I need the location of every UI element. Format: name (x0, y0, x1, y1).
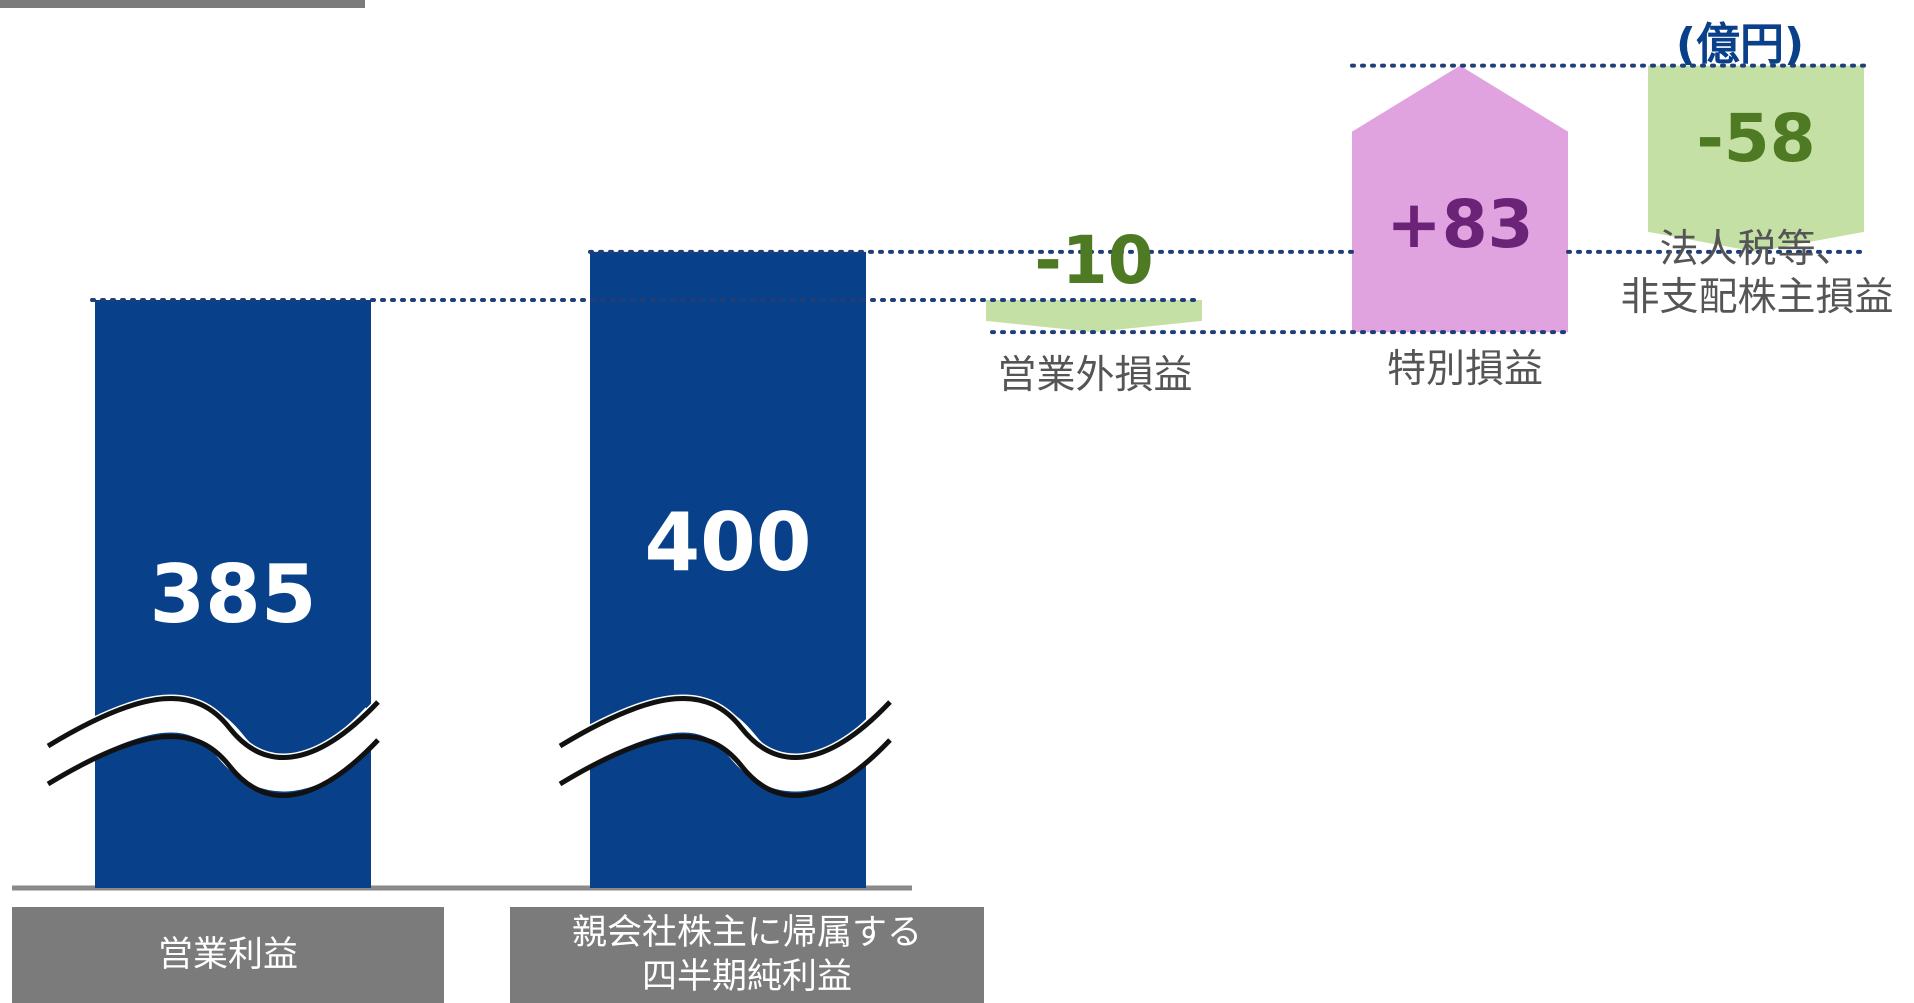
category-label-operating-income: 営業利益 (157, 935, 298, 975)
break-line-bottom-0 (46, 733, 380, 798)
category-label-net-income: 親会社株主に帰属する 四半期純利益 (571, 913, 922, 997)
bar-0 (95, 300, 371, 888)
break-line-top-0 (46, 695, 380, 760)
break-line-bottom-1 (558, 733, 892, 798)
step-shape-0 (986, 300, 1202, 333)
step-value-non-operating: -10 (1034, 222, 1154, 299)
break-gap-1 (551, 698, 903, 792)
break-line-top-1 (558, 695, 892, 760)
step-value-taxes: -58 (1696, 100, 1816, 177)
category-label-taxes: 法人税等、 非支配株主損益 (1620, 227, 1894, 320)
step-shape-2 (1648, 65, 1864, 252)
step-shape-1 (1352, 65, 1568, 333)
bar-value-operating-income: 385 (149, 548, 317, 641)
break-gap-0 (39, 698, 391, 792)
step-value-extraordinary: +83 (1386, 186, 1534, 263)
bar-value-net-income: 400 (644, 496, 812, 589)
category-box-net-income: 親会社株主に帰属する 四半期純利益 (510, 907, 984, 1003)
category-label-extraordinary: 特別損益 (1386, 347, 1543, 392)
unit-label: (億円) (1675, 19, 1805, 70)
category-box-operating-income: 営業利益 (12, 907, 444, 1003)
category-label-non-operating: 営業外損益 (997, 353, 1193, 398)
header-rule (0, 0, 365, 8)
